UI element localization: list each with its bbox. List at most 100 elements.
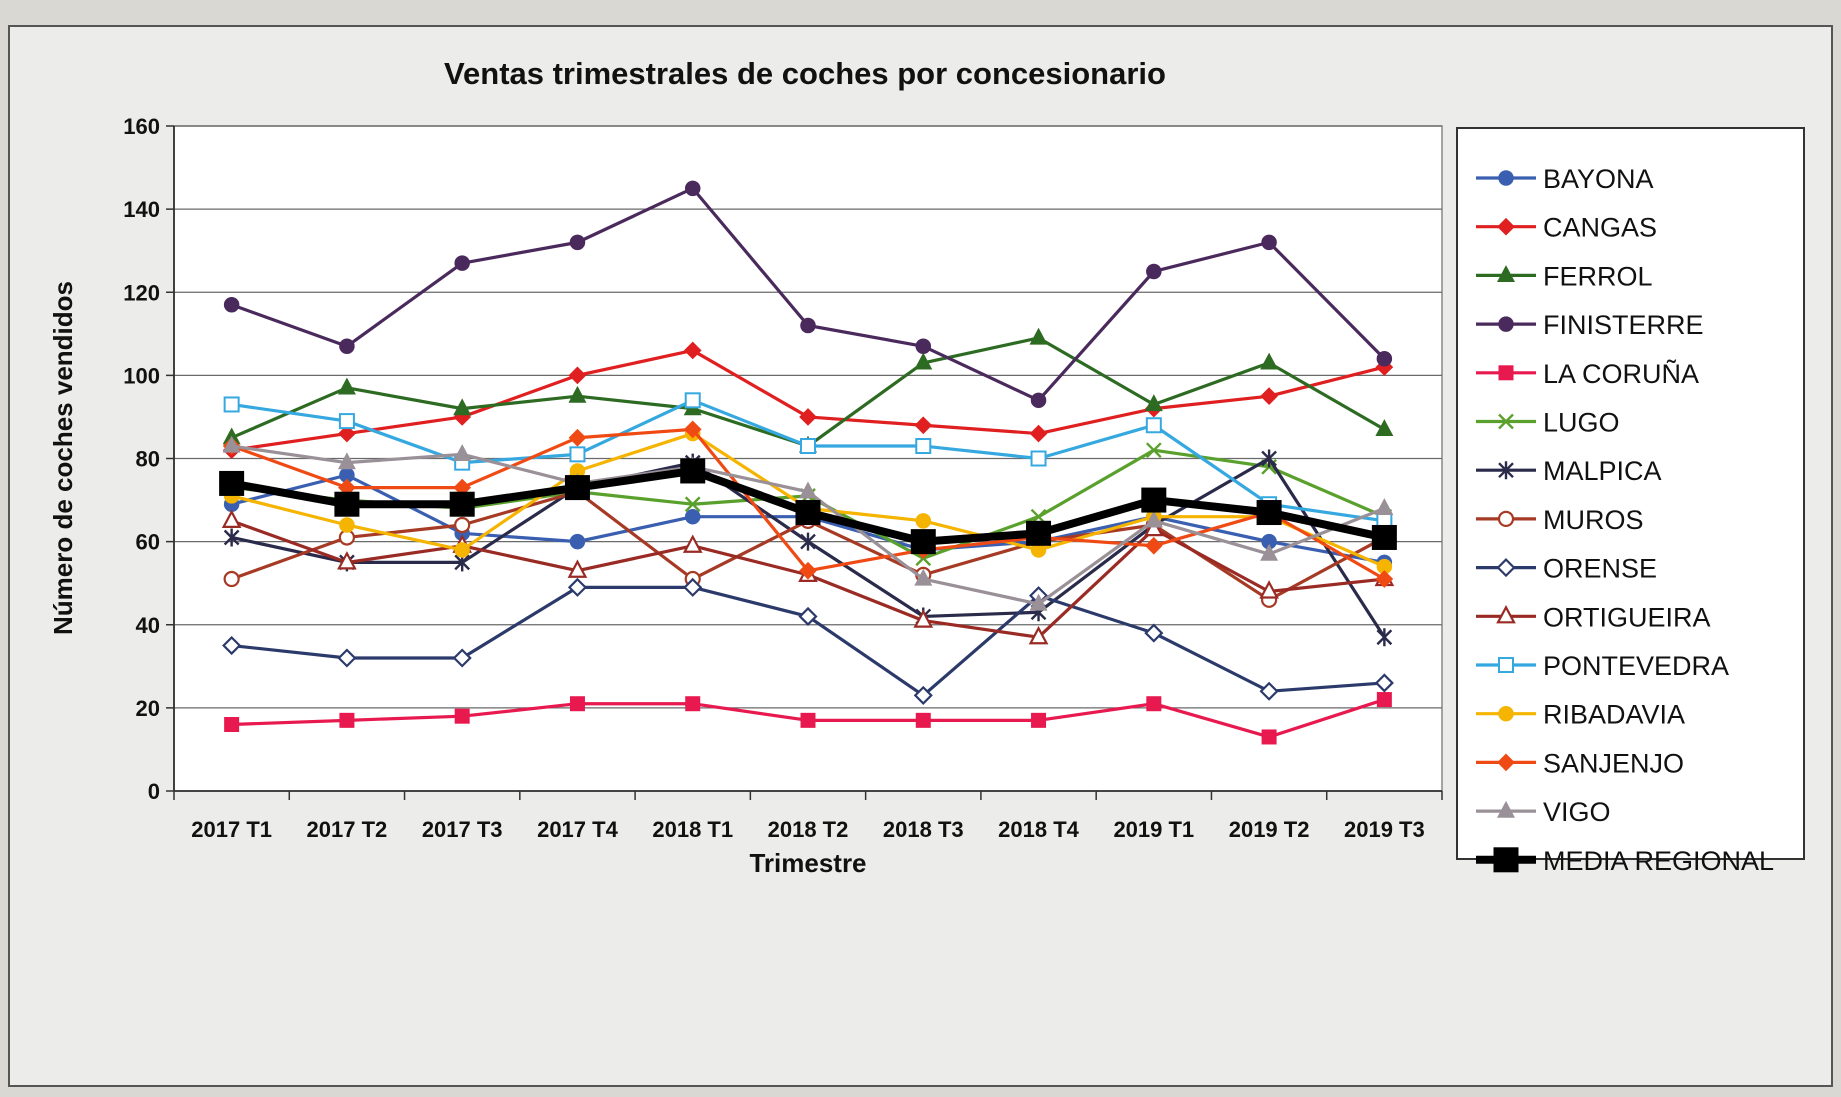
data-point-pontevedra (223, 396, 240, 413)
data-point-cangas (568, 366, 587, 385)
legend-item-malpica: MALPICA (1476, 456, 1662, 486)
data-point-bayona (569, 533, 586, 550)
data-point-media-regional (680, 458, 706, 484)
legend-marker-pontevedra (1498, 657, 1514, 673)
y-tick-label: 140 (123, 197, 160, 222)
data-point-ferrol (1260, 352, 1279, 370)
data-point-ferrol (1375, 419, 1394, 437)
data-point-vigo (337, 452, 356, 470)
data-point-la-coruna (1031, 712, 1047, 728)
data-point-ortigueira (567, 559, 588, 578)
data-point-orense (798, 606, 818, 626)
legend-marker-orense (1496, 558, 1516, 578)
legend-item-la-coruna: LA CORUÑA (1476, 358, 1699, 389)
legend-label: SANJENJO (1543, 748, 1684, 778)
series-lines (219, 180, 1397, 745)
x-tick-label: 2018 T1 (652, 817, 733, 842)
chart-frame: Ventas trimestrales de coches por conces… (8, 25, 1833, 1087)
legend-label: ORENSE (1543, 554, 1657, 584)
data-point-pontevedra (1030, 450, 1047, 467)
data-point-ribadavia (915, 513, 932, 529)
legend-item-media-regional: MEDIA REGIONAL (1476, 846, 1774, 876)
data-point-ferrol (1029, 327, 1048, 345)
legend-label: MALPICA (1543, 456, 1662, 486)
data-point-ortigueira (1028, 625, 1049, 645)
x-tick-label: 2019 T1 (1113, 817, 1194, 842)
data-point-media-regional (1371, 524, 1397, 550)
data-point-media-regional (795, 500, 821, 526)
data-point-media-regional (1256, 500, 1282, 526)
x-axis-title: Trimestre (749, 848, 866, 878)
data-point-pontevedra (800, 438, 816, 455)
data-point-orense (1259, 681, 1279, 701)
data-point-vigo (1029, 593, 1048, 611)
data-point-sanjenjo (568, 428, 587, 447)
legend-label: MEDIA REGIONAL (1543, 846, 1774, 876)
legend-item-ortigueira: ORTIGUEIRA (1476, 602, 1711, 632)
data-point-media-regional (910, 529, 936, 555)
series-media-regional (219, 458, 1397, 555)
y-axis-title: Número de coches vendidos (48, 281, 78, 635)
legend-label: VIGO (1543, 797, 1611, 827)
data-point-malpica (223, 528, 240, 547)
legend-marker-la-coruna (1498, 365, 1514, 381)
data-point-finisterre (1376, 351, 1393, 367)
data-point-muros (454, 516, 471, 534)
data-point-vigo (1375, 498, 1394, 515)
data-point-orense (567, 577, 588, 597)
data-point-finisterre (915, 338, 932, 355)
data-point-ferrol (337, 377, 356, 395)
legend-box (1456, 127, 1805, 860)
series-cangas (222, 341, 1394, 460)
data-point-pontevedra (569, 446, 586, 463)
data-point-pontevedra (684, 392, 701, 409)
data-point-sanjenjo (799, 561, 817, 580)
data-point-la-coruna (1261, 729, 1277, 745)
data-point-finisterre (800, 317, 816, 334)
data-point-la-coruna (569, 696, 585, 712)
data-point-la-coruna (339, 712, 355, 728)
data-point-cangas (683, 341, 702, 360)
legend-label: CANGAS (1543, 213, 1657, 243)
chart-title: Ventas trimestrales de coches por conces… (444, 56, 1166, 91)
x-tick-label: 2019 T3 (1344, 817, 1425, 842)
y-tick-label: 160 (123, 114, 160, 139)
data-point-ortigueira (337, 551, 357, 570)
data-point-finisterre (1030, 392, 1047, 409)
data-point-ortigueira (1259, 580, 1279, 599)
legend-marker-bayona (1498, 170, 1514, 186)
legend-marker-ribadavia (1498, 705, 1514, 722)
x-tick-label: 2017 T2 (307, 817, 388, 842)
data-point-orense (452, 648, 472, 668)
data-point-ferrol (568, 385, 587, 403)
data-point-muros (223, 570, 240, 588)
data-point-vigo (1144, 510, 1163, 528)
data-point-sanjenjo (1144, 536, 1163, 555)
y-tick-label: 120 (123, 280, 160, 305)
data-point-ortigueira (221, 509, 242, 528)
legend-item-muros: MUROS (1476, 505, 1644, 535)
data-point-orense (1374, 673, 1394, 693)
y-tick-label: 60 (136, 530, 160, 555)
y-tick-label: 40 (136, 613, 160, 638)
legend-label: PONTEVEDRA (1543, 651, 1729, 681)
legend-label: RIBADAVIA (1543, 700, 1685, 730)
data-point-ribadavia (454, 542, 470, 558)
data-point-cangas (338, 424, 356, 443)
legend-marker-ortigueira (1496, 604, 1516, 624)
grid-lines (174, 125, 1442, 709)
x-tick-label: 2017 T1 (191, 817, 272, 842)
data-point-vigo (222, 435, 241, 453)
legend-label: MUROS (1543, 505, 1644, 535)
x-tick-label: 2018 T2 (768, 817, 849, 842)
data-point-finisterre (339, 338, 355, 355)
data-point-lugo (684, 496, 701, 513)
legend-label: FERROL (1543, 261, 1653, 291)
data-point-la-coruna (1376, 692, 1392, 708)
data-point-media-regional (1141, 487, 1167, 513)
series-finisterre (223, 180, 1393, 409)
legend-label: BAYONA (1543, 164, 1654, 194)
y-tick-label: 20 (136, 696, 160, 721)
data-point-bayona (684, 508, 701, 525)
data-point-sanjenjo (1375, 570, 1394, 588)
